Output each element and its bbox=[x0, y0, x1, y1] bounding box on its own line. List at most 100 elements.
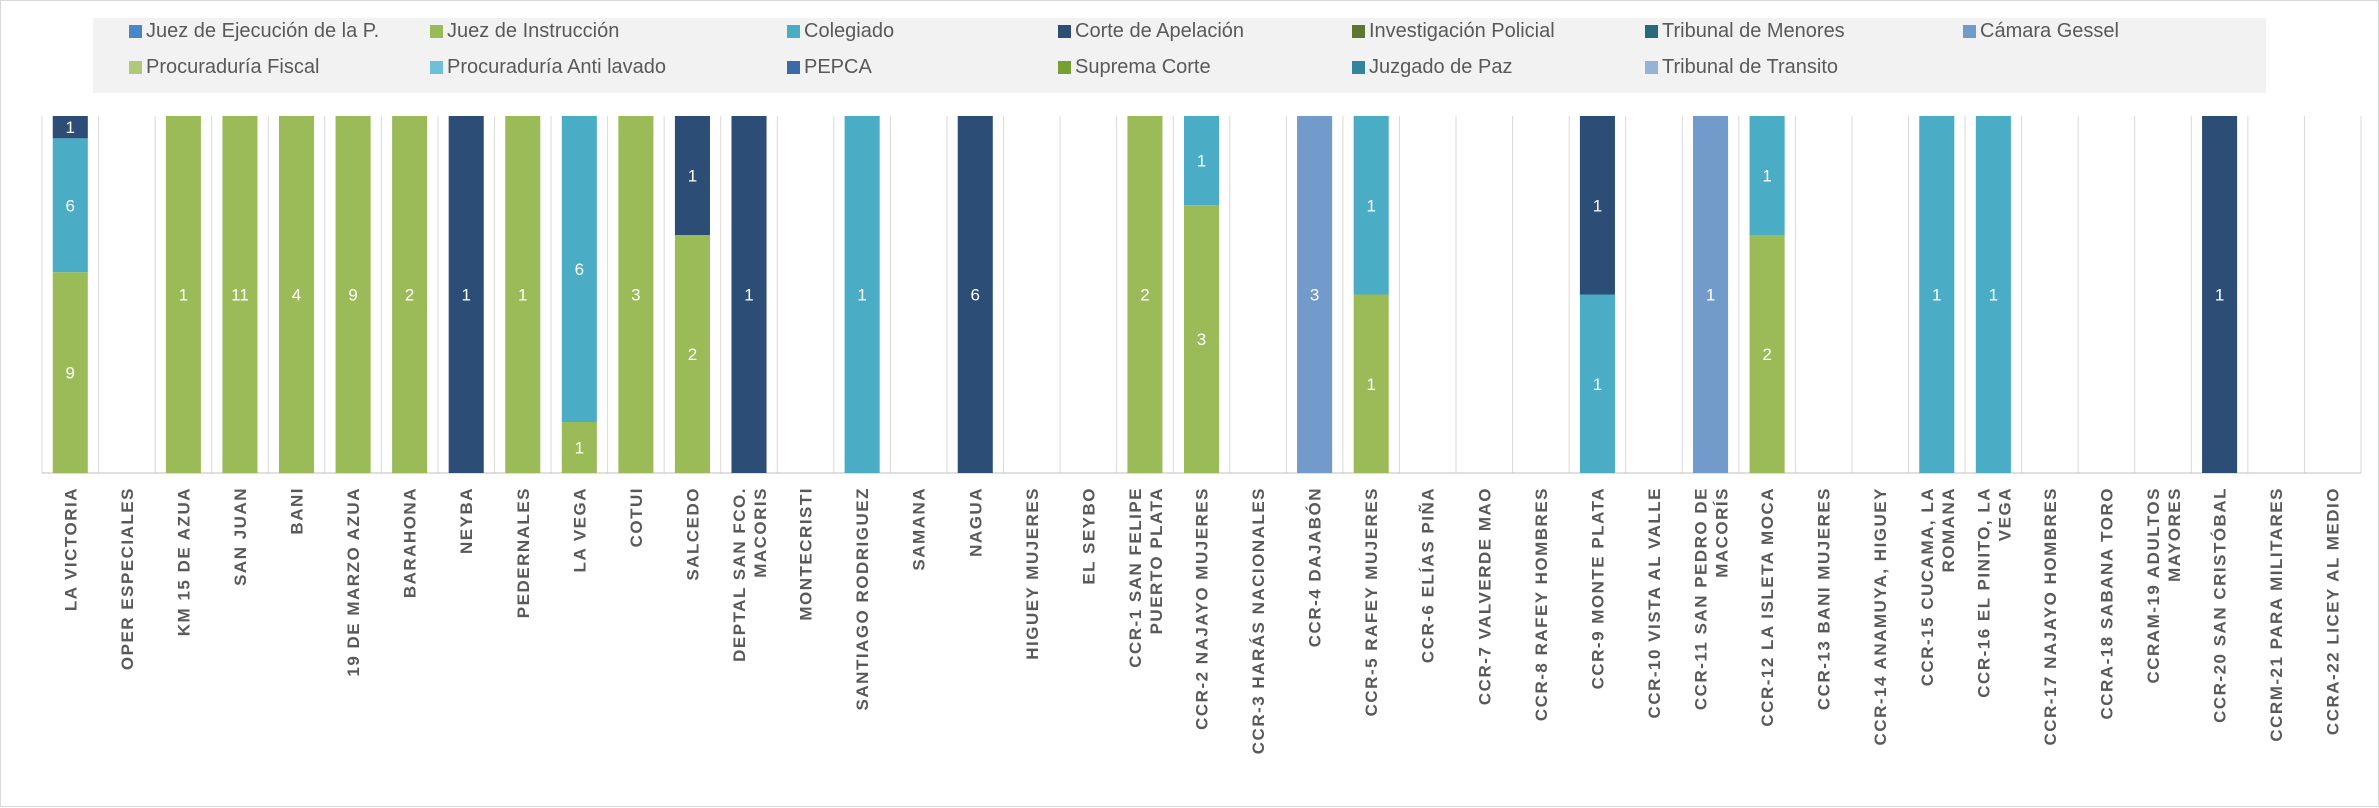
category-label: CCR-8 RAFEY HOMBRES bbox=[1532, 487, 1551, 721]
legend-item-tribunal-de-menores: Tribunal de Menores bbox=[1645, 19, 1845, 43]
category-label: CCRA-18 SABANA TORO bbox=[2097, 487, 2116, 720]
data-label: 6 bbox=[575, 260, 584, 279]
category-label: PEDERNALES bbox=[514, 487, 533, 618]
bar-segment-corte-de-apelacion bbox=[1579, 116, 1615, 295]
category-label: SALCEDO bbox=[683, 487, 702, 581]
bar-segment-colegiado bbox=[1353, 116, 1389, 295]
category-label-text: MONTECRISTI bbox=[797, 487, 816, 621]
category-label: CCR-14 ANAMUYA, HIGUEY bbox=[1871, 487, 1890, 745]
data-label: 1 bbox=[66, 118, 75, 137]
category-label: OPER ESPECIALES bbox=[118, 487, 137, 670]
category-label-line: CCRA-22 LICEY AL MEDIO bbox=[2324, 487, 2343, 735]
category-label-text: DEPTAL SAN FCO. MACORIS bbox=[730, 487, 770, 662]
category-label-text: CCR-4 DAJABÓN bbox=[1306, 487, 1325, 647]
category-label: DEPTAL SAN FCO. MACORIS bbox=[730, 487, 770, 662]
category-label-line: BARAHONA bbox=[401, 487, 420, 598]
category-label: CCR-11 SAN PEDRO DE MACORÍS bbox=[1692, 487, 1732, 710]
category-label: COTUI bbox=[627, 487, 646, 547]
data-label: 1 bbox=[2215, 286, 2224, 305]
data-label: 2 bbox=[688, 345, 697, 364]
category-label: LA VEGA bbox=[570, 487, 589, 572]
category-label: LA VICTORIA bbox=[61, 487, 80, 611]
data-label: 1 bbox=[1593, 196, 1602, 215]
bar-segment-juez-de-instruccion bbox=[1183, 205, 1220, 473]
category-label-line: OPER ESPECIALES bbox=[118, 487, 137, 670]
category-label-line: DEPTAL SAN FCO. bbox=[730, 487, 749, 662]
category-label-line: PUERTO PLATA bbox=[1147, 487, 1166, 634]
category-label-text: CCR-20 SAN CRISTÓBAL bbox=[2211, 487, 2230, 723]
data-label: 1 bbox=[1989, 286, 1998, 305]
category-label-text: CCR-3 HARÁS NACIONALES bbox=[1249, 487, 1268, 754]
category-label: CCRM-21 PARA MILITARES bbox=[2267, 487, 2286, 742]
legend-label: Investigación Policial bbox=[1369, 19, 1555, 42]
category-label-text: CCR-13 BANI MUJERES bbox=[1815, 487, 1834, 710]
category-label: EL SEYBO bbox=[1079, 487, 1098, 585]
bar-segment-corte-de-apelacion bbox=[2202, 116, 2238, 473]
data-label: 1 bbox=[857, 286, 866, 305]
category-label: CCR-16 EL PINITO, LA VEGA bbox=[1974, 487, 2014, 698]
bar-segment-corte-de-apelacion bbox=[52, 116, 88, 139]
category-label-line: PEDERNALES bbox=[514, 487, 533, 618]
category-label-text: NEYBA bbox=[457, 487, 476, 554]
bar-segment-colegiado bbox=[1919, 116, 1955, 473]
category-label-line: CCR-10 VISTA AL VALLE bbox=[1645, 487, 1664, 718]
category-label: CCR-6 ELÍAS PIÑA bbox=[1418, 487, 1438, 663]
category-label: BANI bbox=[288, 487, 307, 535]
category-label-line: 19 DE MARZO AZUA bbox=[344, 487, 363, 677]
category-label-text: CCR-10 VISTA AL VALLE bbox=[1645, 487, 1664, 718]
category-label-line: NEYBA bbox=[457, 487, 476, 554]
legend-item-suprema-corte: Suprema Corte bbox=[1058, 55, 1211, 79]
bar-segment-colegiado bbox=[1975, 116, 2011, 473]
category-label-line: KM 15 DE AZUA bbox=[174, 487, 193, 636]
data-label: 1 bbox=[744, 286, 753, 305]
category-label-line: SAN JUAN bbox=[231, 487, 250, 586]
data-label: 6 bbox=[971, 286, 980, 305]
category-label-text: CCR-15 CUCAMA, LA ROMANA bbox=[1918, 487, 1958, 686]
category-label-line: CCR-8 RAFEY HOMBRES bbox=[1532, 487, 1551, 721]
category-label-line: COTUI bbox=[627, 487, 646, 547]
legend-swatch bbox=[787, 60, 800, 74]
legend-swatch bbox=[129, 60, 142, 74]
category-label-line: CCR-5 RAFEY MUJERES bbox=[1362, 487, 1381, 716]
legend-label: Juez de Ejecución de la P. bbox=[146, 19, 380, 42]
category-label: CCR-4 DAJABÓN bbox=[1306, 487, 1325, 647]
legend-swatch bbox=[430, 60, 443, 74]
category-label-text: SALCEDO bbox=[683, 487, 702, 581]
category-label-text: CCRA-18 SABANA TORO bbox=[2097, 487, 2116, 720]
category-label-text: CCR-12 LA ISLETA MOCA bbox=[1758, 487, 1777, 727]
category-label-line: CCR-15 CUCAMA, LA bbox=[1918, 487, 1937, 686]
category-label-line: CCRAM-19 ADULTOS bbox=[2144, 487, 2163, 684]
bar-segment-juez-de-instruccion bbox=[222, 116, 258, 473]
data-label: 2 bbox=[405, 286, 414, 305]
category-label-line: LA VEGA bbox=[570, 487, 589, 572]
data-label: 1 bbox=[1593, 375, 1602, 394]
category-label-text: 19 DE MARZO AZUA bbox=[344, 487, 363, 677]
data-label: 11 bbox=[231, 286, 249, 305]
category-label-line: MACORÍS bbox=[1713, 487, 1732, 578]
category-label: CCR-15 CUCAMA, LA ROMANA bbox=[1918, 487, 1958, 686]
legend-swatch bbox=[129, 24, 142, 38]
data-label: 1 bbox=[575, 439, 584, 458]
category-label-line: SAMANA bbox=[910, 487, 929, 571]
category-label-text: CCRM-21 PARA MILITARES bbox=[2267, 487, 2286, 742]
legend-item-juez-de-ejecucion-de-la-p: Juez de Ejecución de la P. bbox=[129, 19, 379, 43]
data-label: 1 bbox=[179, 286, 188, 305]
bar-segment-colegiado bbox=[561, 116, 597, 422]
data-label: 1 bbox=[461, 286, 470, 305]
bar-segment-colegiado bbox=[1579, 294, 1615, 473]
data-label: 6 bbox=[66, 196, 75, 215]
legend-label: Cámara Gessel bbox=[1980, 19, 2119, 42]
category-label: BARAHONA bbox=[401, 487, 420, 598]
legend-item-procuraduria-anti-lavado: Procuraduría Anti lavado bbox=[430, 55, 666, 79]
legend-item-camara-gessel: Cámara Gessel bbox=[1963, 19, 2119, 43]
legend-item-corte-de-apelacion: Corte de Apelación bbox=[1058, 19, 1244, 43]
legend-swatch bbox=[430, 24, 443, 38]
category-label-text: BARAHONA bbox=[401, 487, 420, 598]
category-label: CCR-13 BANI MUJERES bbox=[1815, 487, 1834, 710]
category-label: CCR-3 HARÁS NACIONALES bbox=[1249, 487, 1268, 754]
legend-item-colegiado: Colegiado bbox=[787, 19, 894, 43]
bar-segment-corte-de-apelacion bbox=[957, 116, 993, 473]
chart-legend: Juez de Ejecución de la P. Juez de Instru… bbox=[93, 18, 2266, 93]
bar-segment-colegiado bbox=[52, 138, 88, 273]
